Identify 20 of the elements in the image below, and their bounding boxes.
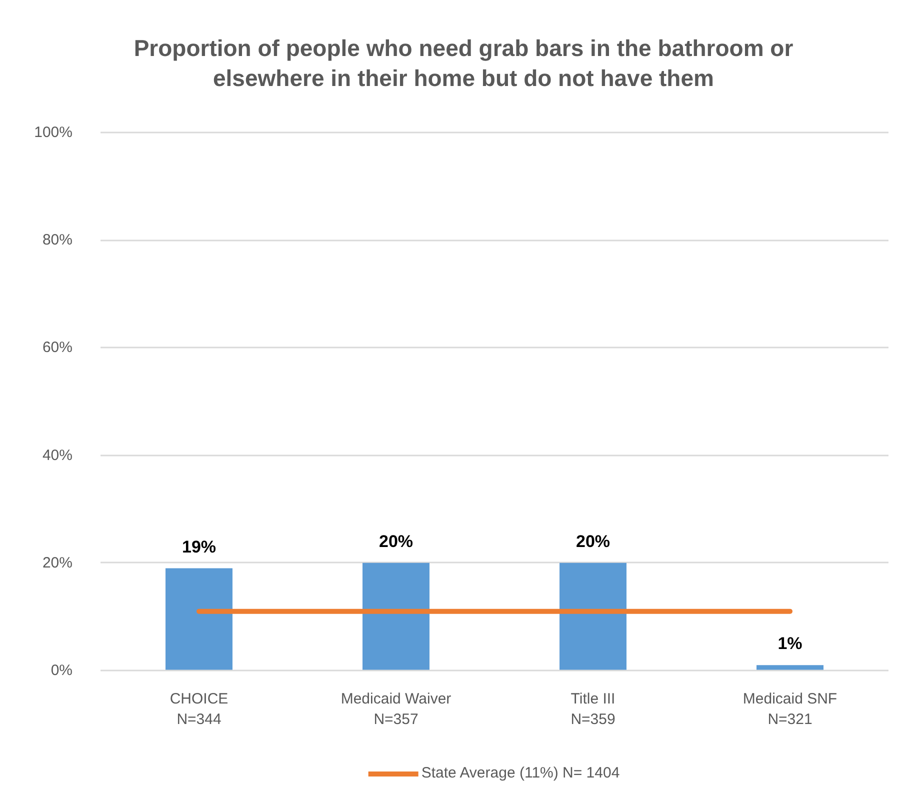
y-tick-label: 60% [42,339,73,356]
bar [166,568,232,670]
legend-label: State Average (11%) N= 1404 [421,764,620,782]
y-tick-label: 0% [50,662,73,679]
data-label: 20% [378,532,414,551]
y-tick-label: 40% [42,446,73,464]
bar [560,562,626,670]
chart-title: Proportion of people who need grab bars in the bathroom or elsewhere in their home but do not have them [134,34,794,93]
bar [756,665,824,670]
x-tick-label: Medicaid SNF N=321 [742,690,838,728]
data-label: 1% [778,634,802,654]
y-tick-label: 20% [42,554,73,572]
x-tick-label: Title III N=359 [570,690,616,728]
y-tick-label: 80% [42,232,73,249]
y-tick-label: 100% [34,124,73,141]
data-label: 19% [182,537,216,556]
data-label: 20% [576,532,610,551]
x-tick-label: CHOICE N=344 [170,690,228,728]
bar [362,562,430,670]
x-tick-label: Medicaid Waiver N=357 [340,690,452,728]
